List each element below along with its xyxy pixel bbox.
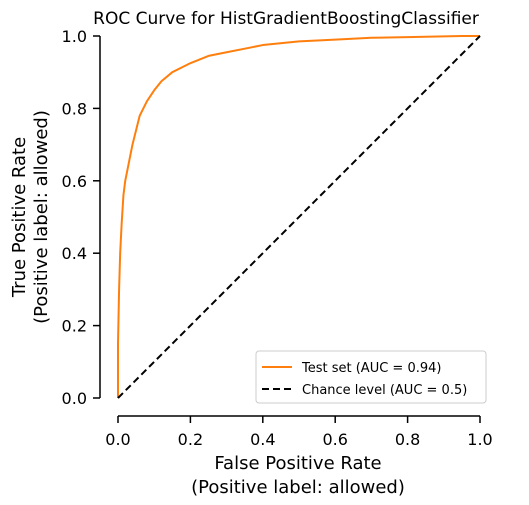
legend: Test set (AUC = 0.94) Chance level (AUC … <box>255 350 487 404</box>
x-tick-label: 0.8 <box>395 430 420 449</box>
y-tick-label: 0.6 <box>62 172 87 191</box>
legend-frame <box>255 350 487 404</box>
axes: 0.0 0.2 0.4 0.6 0.8 1.0 0.0 0.2 0.4 0.6 0.8 1.0 <box>62 27 493 449</box>
y-tick-label: 0.0 <box>62 389 87 408</box>
x-tick-label: 0.4 <box>250 430 275 449</box>
y-tick-label: 0.8 <box>62 99 87 118</box>
legend-label-test-set: Test set (AUC = 0.94) <box>301 361 441 376</box>
plot-lines <box>117 35 481 399</box>
x-axis-label-line2: (Positive label: allowed) <box>191 477 405 498</box>
legend-label-chance-level: Chance level (AUC = 0.5) <box>302 383 467 398</box>
y-tick-label: 1.0 <box>62 27 87 46</box>
x-tick-label: 0.2 <box>178 430 203 449</box>
x-tick-label: 1.0 <box>467 430 492 449</box>
chart-title: ROC Curve for HistGradientBoostingClassi… <box>93 9 479 29</box>
x-axis-label-line1: False Positive Rate <box>214 453 381 474</box>
x-tick-label: 0.0 <box>105 430 130 449</box>
roc-curve-test-set <box>117 35 480 398</box>
x-tick-label: 0.6 <box>322 430 347 449</box>
y-tick-label: 0.4 <box>62 244 87 263</box>
chance-level-line <box>117 35 481 399</box>
y-tick-label: 0.2 <box>62 317 87 336</box>
y-axis-label-line1: True Positive Rate <box>9 137 30 298</box>
y-axis-label-line2: (Positive label: allowed) <box>31 110 52 324</box>
